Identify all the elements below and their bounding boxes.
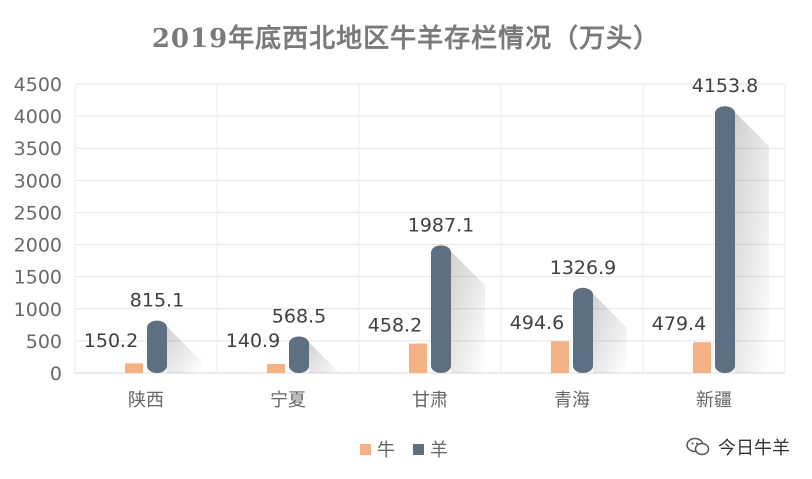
data-label-cattle: 458.2 [368, 315, 422, 337]
data-labels: 150.2 815.1 140.9 568.5 458.2 1987.1 494.6 1326… [84, 75, 758, 352]
bar-shadow [451, 251, 485, 373]
bar-cattle [409, 343, 427, 373]
y-axis: 0 500 1000 1500 2000 2500 3000 3500 4000 4500 [14, 74, 62, 385]
y-tick-label: 4500 [14, 74, 62, 96]
x-tick-label: 甘肃 [412, 390, 448, 411]
legend-item-cattle[interactable]: 牛 [360, 436, 395, 462]
legend-label-cattle: 牛 [377, 440, 395, 461]
brand-text: 今日牛羊 [718, 438, 790, 459]
brand-watermark: 今日牛羊 [686, 434, 790, 460]
y-tick-label: 0 [50, 363, 62, 385]
y-tick-label: 3500 [14, 138, 62, 160]
data-label-sheep: 568.5 [272, 305, 326, 327]
y-tick-label: 2500 [14, 202, 62, 224]
bar-cattle [267, 363, 285, 373]
bar-sheep [573, 287, 593, 373]
data-label-cattle: 494.6 [510, 312, 564, 334]
chart-title: 2019年底西北地区牛羊存栏情况（万头） [151, 24, 661, 54]
data-label-sheep: 4153.8 [692, 75, 758, 97]
bar-cattle [551, 341, 569, 373]
bar-sheep [289, 336, 309, 373]
y-tick-label: 1000 [14, 299, 62, 321]
grid-lines [74, 83, 786, 374]
bar-shadow [309, 342, 343, 377]
data-label-cattle: 150.2 [84, 330, 138, 352]
legend-item-sheep[interactable]: 羊 [413, 436, 448, 462]
y-tick-label: 1500 [14, 267, 62, 289]
bar-shadow [593, 293, 627, 373]
x-axis: 陕西 宁夏 甘肃 青海 新疆 [75, 372, 785, 411]
bar-shadow [167, 326, 201, 373]
bar-sheep [431, 245, 451, 373]
bar-cattle [125, 363, 143, 373]
bar-sheep [715, 106, 735, 373]
legend-swatch-sheep [413, 443, 424, 455]
y-tick-label: 500 [26, 331, 62, 353]
bar-cattle [693, 342, 711, 373]
data-label-cattle: 140.9 [226, 330, 280, 352]
x-tick-label: 陕西 [128, 390, 164, 411]
data-label-sheep: 815.1 [130, 290, 184, 312]
x-tick-label: 宁夏 [270, 390, 306, 411]
x-tick-label: 青海 [554, 390, 590, 411]
wechat-icon [686, 437, 710, 456]
y-tick-label: 3000 [14, 170, 62, 192]
y-tick-label: 4000 [14, 106, 62, 128]
data-label-sheep: 1326.9 [550, 257, 616, 279]
legend: 牛 羊 [360, 436, 466, 462]
data-label-cattle: 479.4 [652, 313, 706, 335]
legend-label-sheep: 羊 [430, 440, 448, 461]
bars [125, 106, 769, 377]
legend-swatch-cattle [360, 443, 371, 455]
x-tick-label: 新疆 [696, 390, 732, 411]
y-tick-label: 2000 [14, 235, 62, 257]
bar-sheep [147, 320, 167, 373]
data-label-sheep: 1987.1 [408, 214, 474, 236]
bar-shadow [735, 112, 769, 373]
